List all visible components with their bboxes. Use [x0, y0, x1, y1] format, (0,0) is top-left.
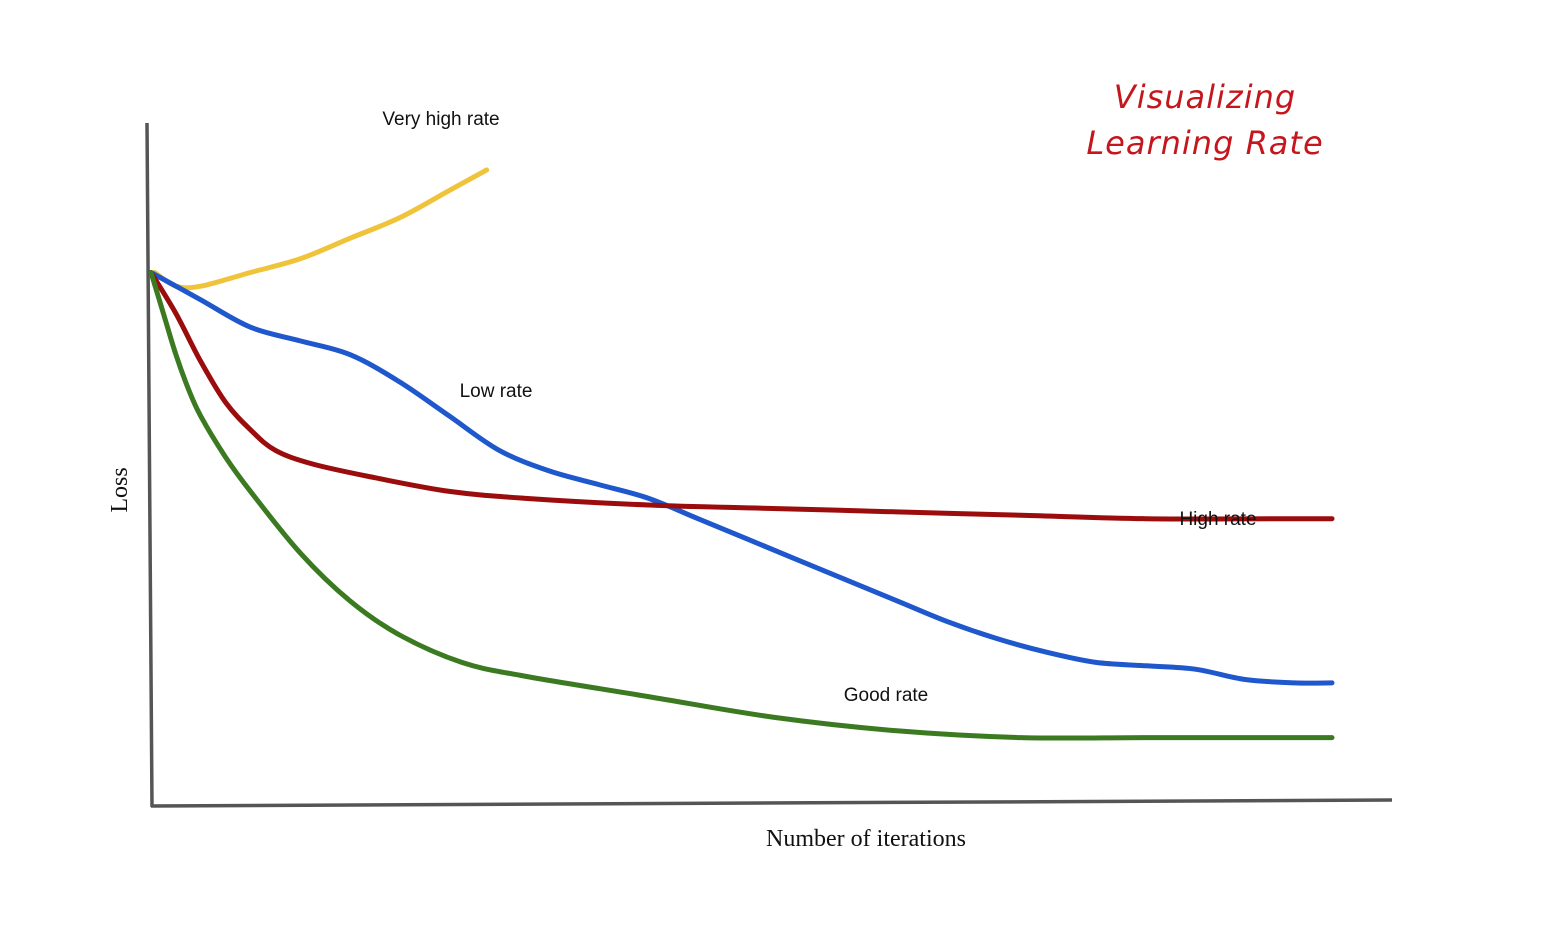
series-label-high-rate: High rate — [1179, 509, 1256, 530]
series-group — [148, 167, 1335, 741]
chart-title: Visualizing Learning Rate — [1086, 78, 1323, 162]
chart-title-line-2: Learning Rate — [1086, 124, 1323, 162]
series-label-low-rate: Low rate — [460, 381, 533, 402]
series-line-good-rate — [148, 270, 1335, 741]
x-axis-label: Number of iterations — [766, 826, 966, 852]
y-axis-label: Loss — [107, 467, 133, 512]
series-label-good-rate: Good rate — [844, 685, 929, 706]
series-line-low-rate — [148, 270, 1335, 686]
series-label-very-high-rate: Very high rate — [382, 109, 499, 130]
series-line-very-high-rate — [152, 167, 490, 291]
x-axis-line — [150, 798, 1393, 808]
y-axis-line — [145, 122, 154, 808]
series-line-high-rate — [148, 270, 1335, 522]
chart-title-line-1: Visualizing — [1114, 78, 1296, 116]
